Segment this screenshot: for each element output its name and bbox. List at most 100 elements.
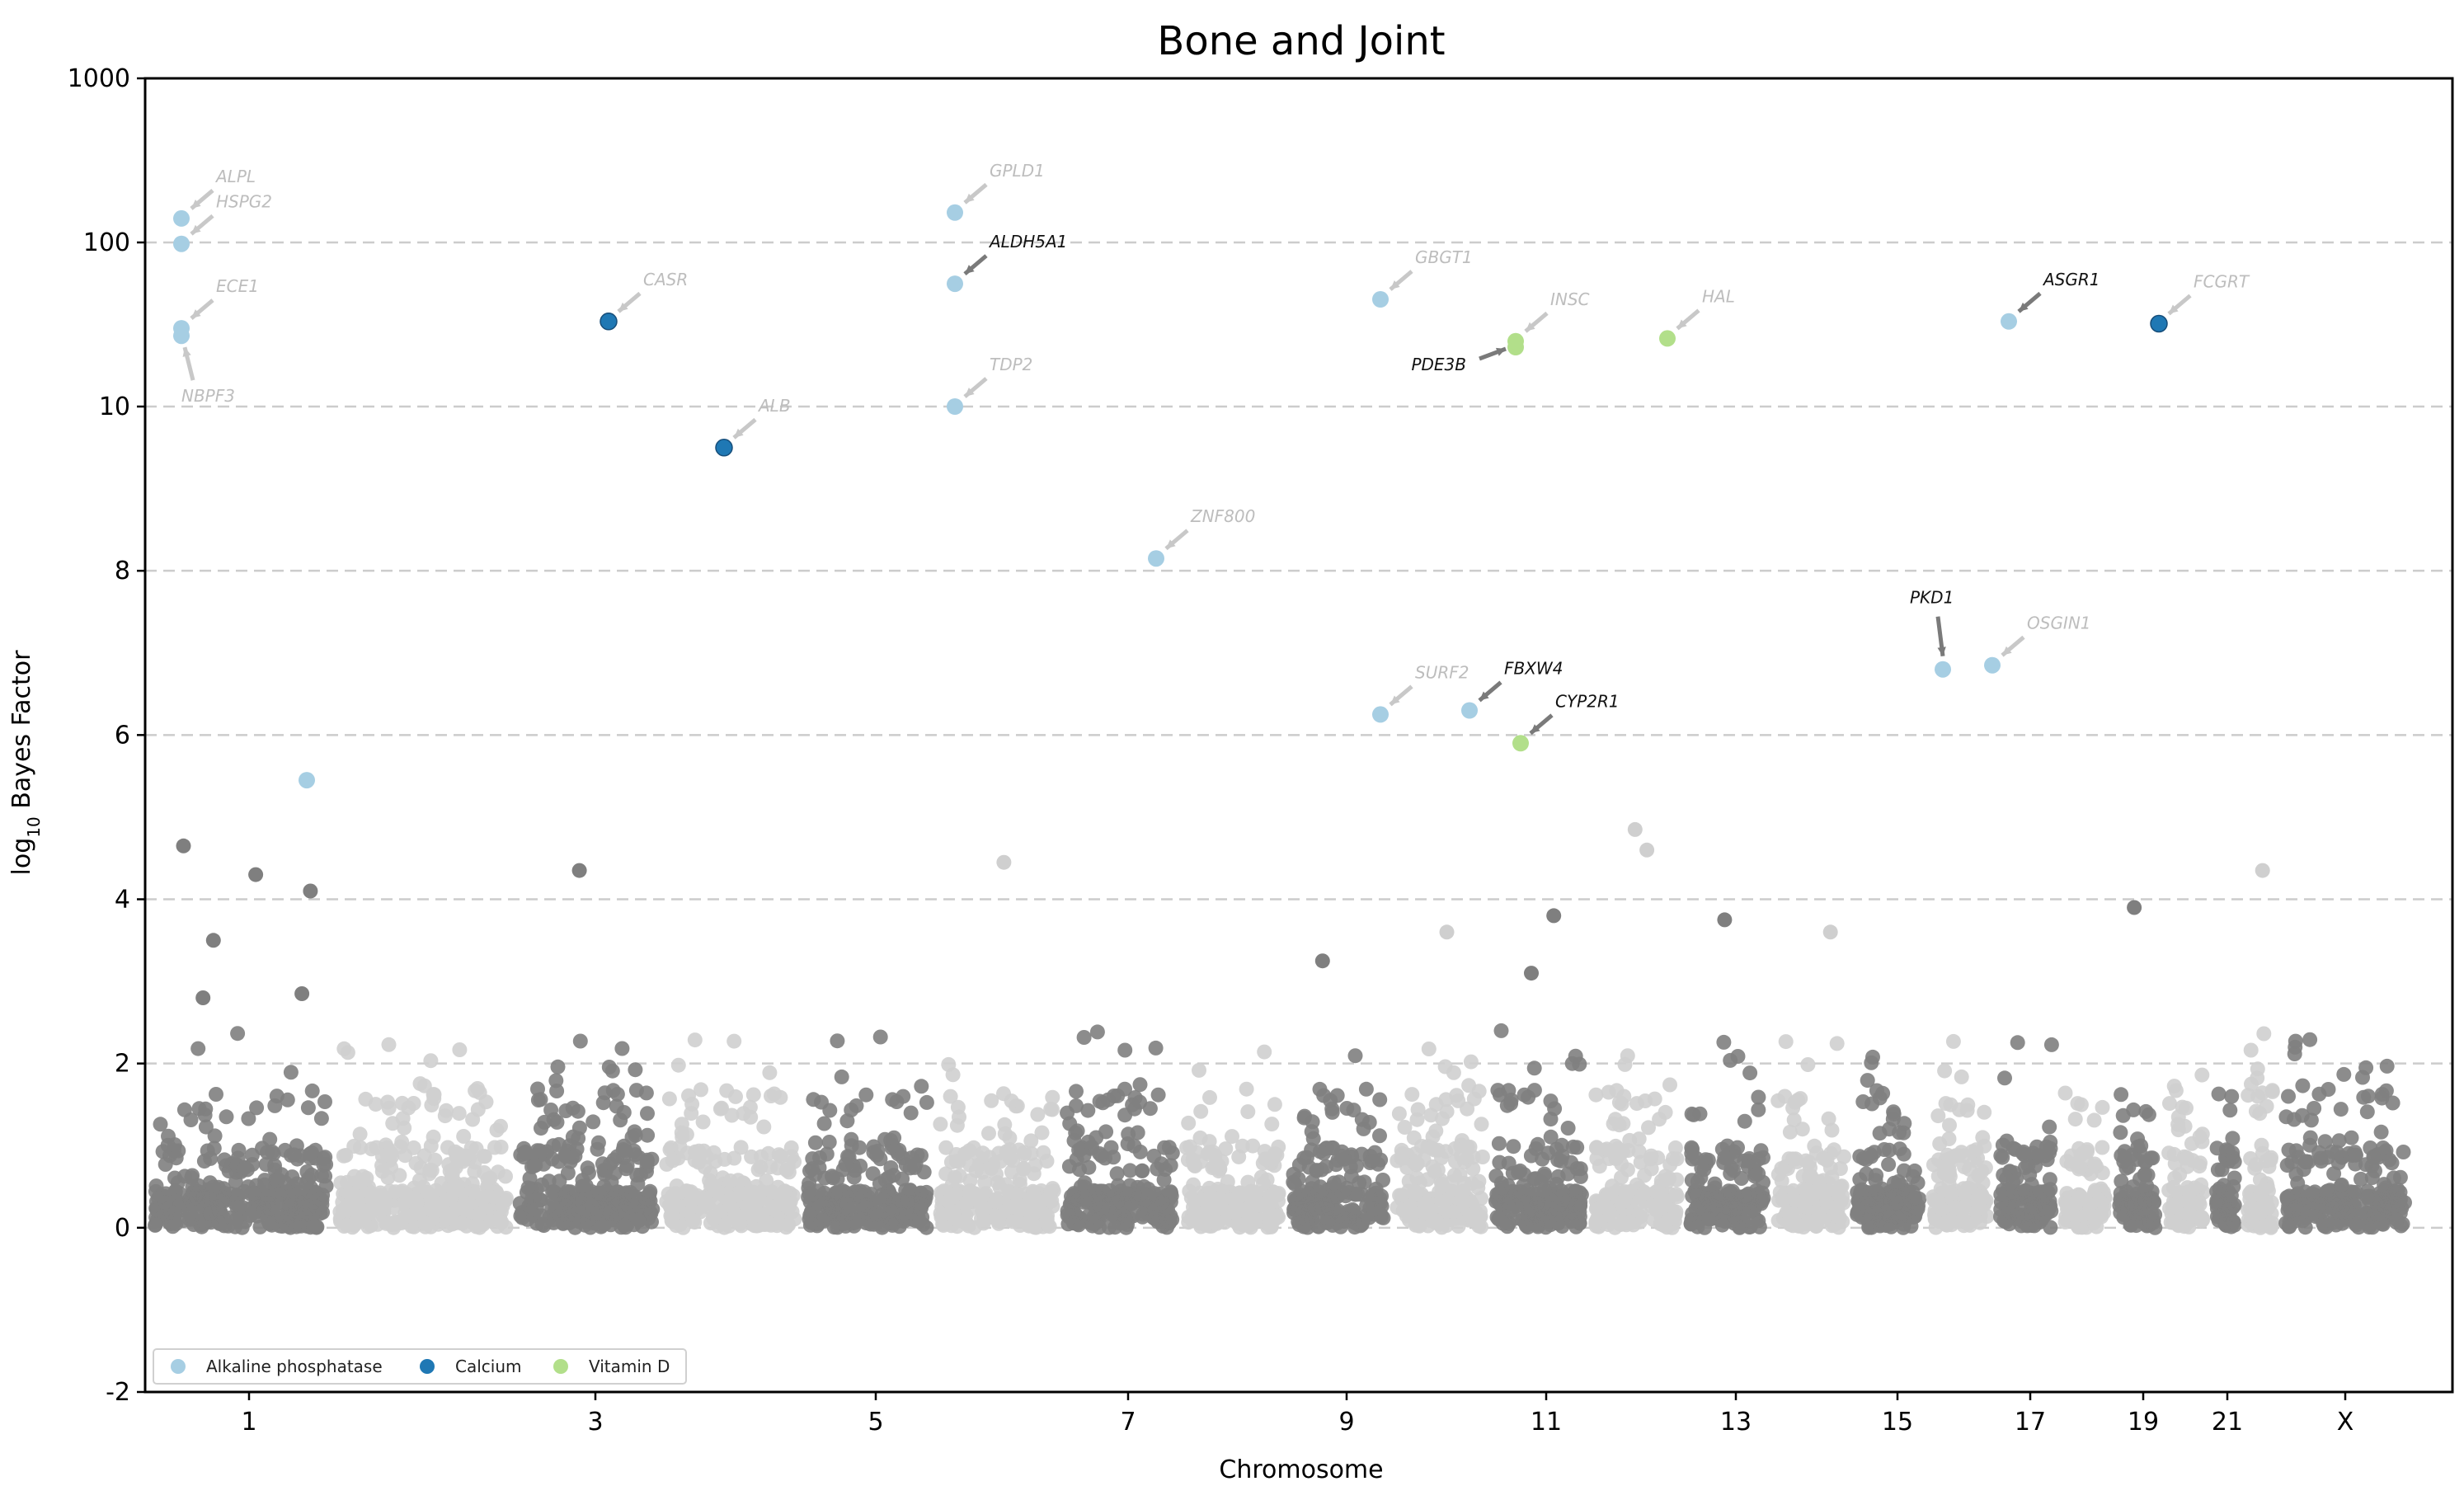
data-point bbox=[1523, 1148, 1539, 1164]
data-point bbox=[358, 1091, 374, 1107]
gene-label: HSPG2 bbox=[216, 192, 272, 212]
data-point bbox=[1811, 1173, 1827, 1189]
data-point bbox=[1069, 1084, 1084, 1099]
data-point bbox=[2396, 1145, 2411, 1159]
data-point bbox=[1816, 1150, 1832, 1166]
data-point bbox=[1999, 1133, 2015, 1149]
data-point bbox=[1896, 1125, 1911, 1140]
gene-label: TDP2 bbox=[990, 355, 1032, 374]
data-point bbox=[1616, 1193, 1632, 1209]
data-point bbox=[1652, 1112, 1667, 1127]
data-point bbox=[439, 1103, 454, 1118]
data-point bbox=[2299, 1189, 2315, 1205]
data-point bbox=[565, 1129, 581, 1145]
data-point bbox=[205, 933, 221, 948]
data-point bbox=[1728, 1149, 1743, 1164]
data-point bbox=[2139, 1178, 2155, 1193]
data-point bbox=[1832, 1161, 1848, 1177]
data-point bbox=[209, 1087, 223, 1102]
y-tick-label: 2 bbox=[115, 1050, 130, 1079]
data-point bbox=[444, 1169, 459, 1185]
data-point bbox=[1183, 1139, 1198, 1154]
data-point bbox=[675, 1220, 691, 1235]
data-point bbox=[724, 1107, 740, 1123]
data-point bbox=[2244, 1210, 2259, 1225]
gene-label: NBPF3 bbox=[181, 386, 235, 406]
annotation-arrowhead bbox=[191, 309, 201, 319]
data-point bbox=[1304, 1142, 1319, 1158]
data-point bbox=[2042, 1172, 2057, 1187]
data-point bbox=[581, 1212, 596, 1228]
data-point bbox=[629, 1168, 645, 1183]
data-point bbox=[1683, 1216, 1699, 1231]
data-point bbox=[1347, 1048, 1363, 1064]
data-point bbox=[456, 1129, 472, 1144]
data-point bbox=[1346, 1103, 1361, 1118]
data-point bbox=[881, 1183, 896, 1199]
data-point bbox=[1186, 1177, 1201, 1192]
data-point bbox=[1875, 1085, 1891, 1101]
data-point bbox=[1716, 1034, 1732, 1050]
data-point bbox=[836, 1216, 852, 1231]
data-point bbox=[1106, 1150, 1121, 1165]
highlighted-point bbox=[173, 209, 190, 227]
data-point bbox=[2256, 1026, 2272, 1042]
data-point bbox=[935, 1207, 951, 1223]
data-point bbox=[1339, 1180, 1355, 1196]
data-point bbox=[533, 1092, 548, 1107]
data-point bbox=[411, 1173, 427, 1188]
data-point bbox=[1622, 1132, 1638, 1148]
data-point bbox=[865, 1166, 881, 1182]
data-point bbox=[849, 1189, 865, 1204]
data-point bbox=[381, 1037, 397, 1052]
data-point bbox=[822, 1103, 838, 1118]
data-point bbox=[1506, 1139, 1521, 1154]
data-point bbox=[700, 1196, 716, 1211]
data-point bbox=[1560, 1121, 1576, 1136]
data-point bbox=[762, 1216, 778, 1231]
data-point bbox=[2087, 1156, 2103, 1172]
data-point bbox=[552, 1207, 567, 1223]
data-point bbox=[552, 1173, 567, 1189]
data-point bbox=[1034, 1125, 1050, 1140]
data-point bbox=[1267, 1097, 1282, 1112]
data-point bbox=[1491, 1136, 1507, 1151]
data-point bbox=[1609, 1083, 1625, 1098]
data-point bbox=[787, 1154, 802, 1169]
data-point bbox=[1044, 1193, 1060, 1209]
data-point bbox=[1774, 1173, 1789, 1189]
data-point bbox=[1132, 1077, 1148, 1093]
data-point bbox=[1499, 1098, 1515, 1113]
data-point bbox=[2364, 1170, 2380, 1185]
data-point bbox=[1002, 1150, 1018, 1165]
data-point bbox=[804, 1202, 820, 1218]
data-point bbox=[1790, 1093, 1806, 1107]
data-point bbox=[546, 1112, 562, 1127]
data-point bbox=[294, 986, 310, 1001]
data-point bbox=[219, 1109, 234, 1125]
data-point bbox=[1787, 1206, 1803, 1222]
data-point bbox=[2114, 1087, 2129, 1103]
gene-label: FCGRT bbox=[2194, 271, 2250, 291]
data-point bbox=[694, 1082, 708, 1098]
data-point bbox=[872, 1029, 888, 1045]
data-point bbox=[2377, 1200, 2392, 1216]
data-point bbox=[1937, 1063, 1953, 1079]
data-point bbox=[190, 1041, 206, 1056]
data-point bbox=[1181, 1215, 1197, 1230]
data-point bbox=[2063, 1148, 2079, 1164]
data-point bbox=[1662, 1077, 1677, 1093]
data-point bbox=[2029, 1185, 2044, 1201]
data-point bbox=[2325, 1144, 2339, 1159]
data-point bbox=[565, 1100, 581, 1116]
data-point bbox=[1407, 1184, 1422, 1199]
data-point bbox=[2128, 1218, 2144, 1234]
data-point bbox=[1162, 1214, 1178, 1230]
data-point bbox=[1125, 1097, 1140, 1112]
data-point bbox=[943, 1154, 959, 1170]
data-point bbox=[398, 1186, 414, 1201]
data-point bbox=[2349, 1217, 2364, 1233]
data-point bbox=[2043, 1135, 2058, 1150]
data-point bbox=[1700, 1211, 1716, 1227]
